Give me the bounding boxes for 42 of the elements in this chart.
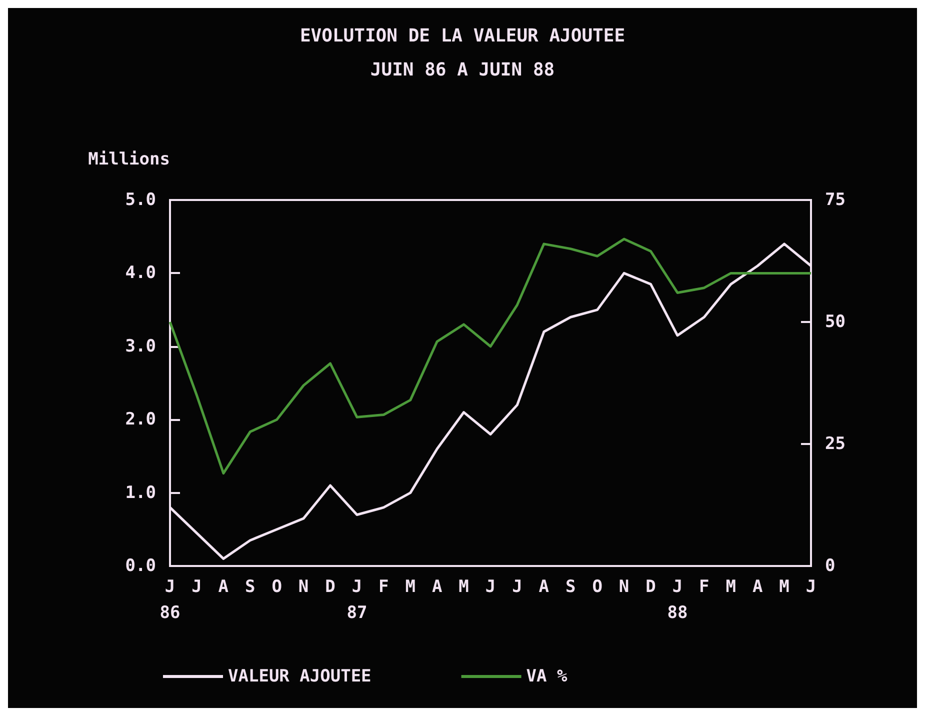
x-tick-label: A bbox=[432, 577, 442, 597]
x-tick-label: J bbox=[512, 577, 522, 597]
x-tick-label: J bbox=[806, 577, 816, 597]
y-tick-label: 3.0 bbox=[125, 336, 156, 356]
legend-label: VALEUR AJOUTEE bbox=[228, 666, 372, 686]
x-tick-label: A bbox=[752, 577, 763, 597]
y2-tick-label: 0 bbox=[825, 556, 836, 576]
x-tick-label: D bbox=[325, 577, 336, 597]
x-tick-label: M bbox=[726, 577, 736, 597]
y-tick-label: 5.0 bbox=[125, 190, 156, 210]
line-series bbox=[168, 238, 812, 475]
y2-tick-label: 25 bbox=[825, 434, 846, 454]
y2-tick-label: 50 bbox=[825, 312, 846, 332]
x-tick-label: M bbox=[405, 577, 416, 597]
x-tick-label: J bbox=[485, 577, 496, 597]
line-series bbox=[168, 242, 812, 560]
y-tick-label: 4.0 bbox=[125, 263, 156, 284]
x-tick-label: J 87 bbox=[346, 577, 368, 623]
y-tick-label: 1.0 bbox=[125, 482, 156, 503]
x-tick-label: S bbox=[245, 577, 256, 597]
y-tick-label: 0.0 bbox=[125, 556, 156, 576]
chart-title: EVOLUTION DE LA VALEUR AJOUTEE bbox=[300, 26, 626, 46]
x-tick-label: J 88 bbox=[667, 577, 688, 623]
x-tick-label: N bbox=[298, 577, 309, 597]
x-tick-label: F bbox=[699, 577, 710, 597]
x-tick-label: A bbox=[538, 577, 550, 597]
x-tick-label: F bbox=[378, 577, 389, 597]
chart-subtitle: JUIN 86 A JUIN 88 bbox=[370, 60, 555, 80]
x-tick-label: J 86 bbox=[160, 577, 180, 623]
y2-tick-label: 75 bbox=[825, 190, 846, 210]
x-tick-label: N bbox=[618, 577, 630, 597]
x-tick-label: D bbox=[646, 577, 656, 597]
legend-label: VA % bbox=[526, 666, 568, 686]
x-tick-label: M bbox=[779, 577, 790, 597]
x-tick-label: O bbox=[272, 577, 282, 597]
x-tick-label: M bbox=[458, 577, 469, 597]
x-tick-label: J bbox=[192, 577, 202, 597]
x-tick-label: S bbox=[566, 577, 576, 597]
x-tick-label: O bbox=[592, 577, 602, 597]
y-axis-title: Millions bbox=[88, 150, 170, 170]
y-tick-label: 2.0 bbox=[125, 410, 156, 430]
x-tick-label: A bbox=[218, 577, 229, 597]
